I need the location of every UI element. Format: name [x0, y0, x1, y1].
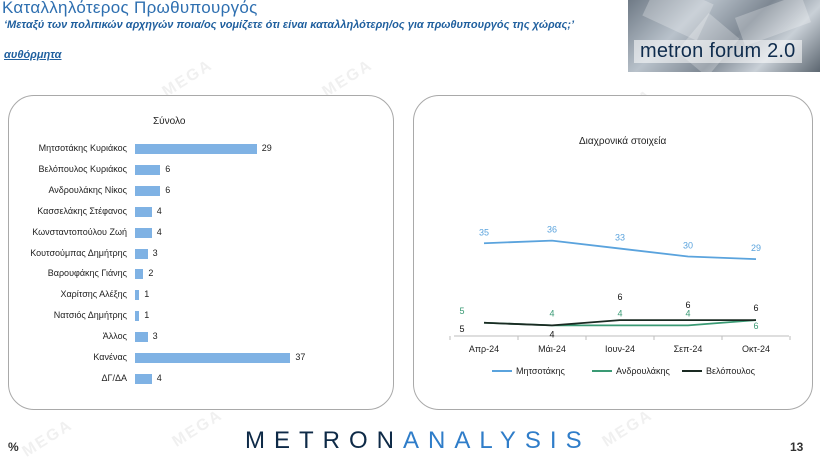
series-line-2	[483, 319, 756, 327]
data-label: 6	[685, 300, 690, 310]
watermark-mega: MEGA	[599, 406, 656, 451]
bar	[135, 227, 152, 238]
logo-text: metron forum 2.0	[634, 40, 802, 63]
bar	[135, 311, 140, 322]
bar-value-label: 6	[165, 184, 171, 195]
data-label: 6	[617, 292, 622, 302]
bar-label: Άλλος	[102, 331, 127, 342]
bar	[135, 164, 161, 175]
bar-label: Κουτσούμπας Δημήτρης	[30, 247, 127, 258]
data-label: 29	[751, 243, 761, 253]
trend-line-chart-panel: Διαχρονικά στοιχεία Απρ-24 Μάι-24 Ιουν-24 Σ…	[413, 95, 813, 410]
x-tick-label: Απρ-24	[469, 344, 499, 354]
line-chart-title: Διαχρονικά στοιχεία	[579, 136, 667, 147]
bar-label: Ανδρουλάκης Νίκος	[48, 184, 127, 195]
bar-value-label: 1	[144, 310, 150, 321]
bar-value-label: 29	[261, 143, 272, 153]
page-title: Καταλληλότερος Πρωθυπουργός	[2, 0, 258, 17]
data-label: 4	[549, 308, 554, 318]
bar-value-label: 2	[148, 268, 154, 279]
data-label: 35	[479, 227, 489, 237]
bar	[135, 373, 152, 384]
line-chart-svg: Απρ-24 Μάι-24 Ιουν-24 Σεπ-24 Οκτ-24 35 36 33 30 2…	[449, 225, 791, 376]
bar-chart-title: Σύνολο	[153, 116, 186, 127]
bar	[135, 332, 148, 343]
series-line-0	[483, 239, 757, 261]
bar-label: Κωνσταντοπούλου Ζωή	[32, 226, 127, 237]
data-label: 4	[549, 329, 554, 339]
bar-label: Μητσοτάκης Κυριάκος	[38, 143, 127, 153]
x-tick-label: Μάι-24	[538, 344, 566, 354]
brand-part-1: METRON	[245, 427, 403, 454]
bar-value-label: 4	[156, 205, 162, 216]
data-label: 6	[753, 303, 758, 313]
bar	[135, 248, 148, 259]
metron-analysis-logo: METRONANALYSIS	[245, 427, 591, 455]
bar-value-label: 4	[156, 372, 162, 383]
metron-forum-logo: metron forum 2.0	[628, 0, 820, 72]
watermark-mega: MEGA	[19, 416, 76, 460]
x-tick-label: Οκτ-24	[742, 344, 770, 354]
legend-label: Μητσοτάκης	[516, 366, 565, 376]
bar-label: Χαρίτσης Αλέξης	[60, 289, 127, 300]
data-label: 6	[753, 321, 758, 331]
survey-question: ‘Μεταξύ των πολιτικών αρχηγών ποια/ος νο…	[4, 19, 575, 31]
question-note: αυθόρμητα	[4, 49, 62, 61]
bar-value-label: 3	[152, 331, 158, 342]
bar	[135, 144, 257, 154]
bar-value-label: 1	[144, 289, 150, 300]
data-label: 30	[683, 241, 693, 251]
bar-label: Βελόπουλος Κυριάκος	[38, 163, 127, 174]
legend-label: Ανδρουλάκης	[616, 366, 670, 376]
bar	[135, 206, 152, 217]
bar-label: Κανένας	[93, 352, 127, 362]
bar	[135, 353, 291, 363]
bar-value-label: 4	[156, 226, 162, 237]
bar	[135, 185, 161, 196]
bar-label: ΔΓ/ΔΑ	[101, 372, 127, 383]
x-tick-label: Σεπ-24	[674, 344, 703, 354]
data-label: 4	[685, 308, 690, 318]
watermark-mega: MEGA	[169, 406, 226, 451]
bar-value-label: 3	[152, 247, 158, 258]
data-label: 33	[615, 233, 625, 243]
bar-label: Κασσελάκης Στέφανος	[37, 205, 127, 216]
data-label: 36	[547, 225, 557, 235]
overall-bar-chart-panel: Σύνολο Μητσοτάκης Κυριάκος 29 Βελόπουλος Κ…	[8, 95, 394, 410]
page-number: 13	[790, 440, 804, 454]
brand-part-2: ANALYSIS	[403, 427, 591, 454]
x-tick-label: Ιουν-24	[605, 344, 635, 354]
bar-value-label: 6	[165, 163, 171, 174]
data-label: 5	[459, 306, 464, 316]
percent-sign: %	[8, 440, 19, 454]
bar-value-label: 37	[295, 352, 306, 362]
bar	[135, 269, 144, 280]
bar-label: Βαρουφάκης Γιάνης	[47, 268, 127, 279]
legend-label: Βελόπουλος	[706, 366, 756, 376]
bar-label: Νατσιός Δημήτρης	[53, 310, 127, 321]
data-label: 4	[617, 308, 622, 318]
bar	[135, 290, 140, 301]
data-label: 5	[459, 324, 464, 334]
